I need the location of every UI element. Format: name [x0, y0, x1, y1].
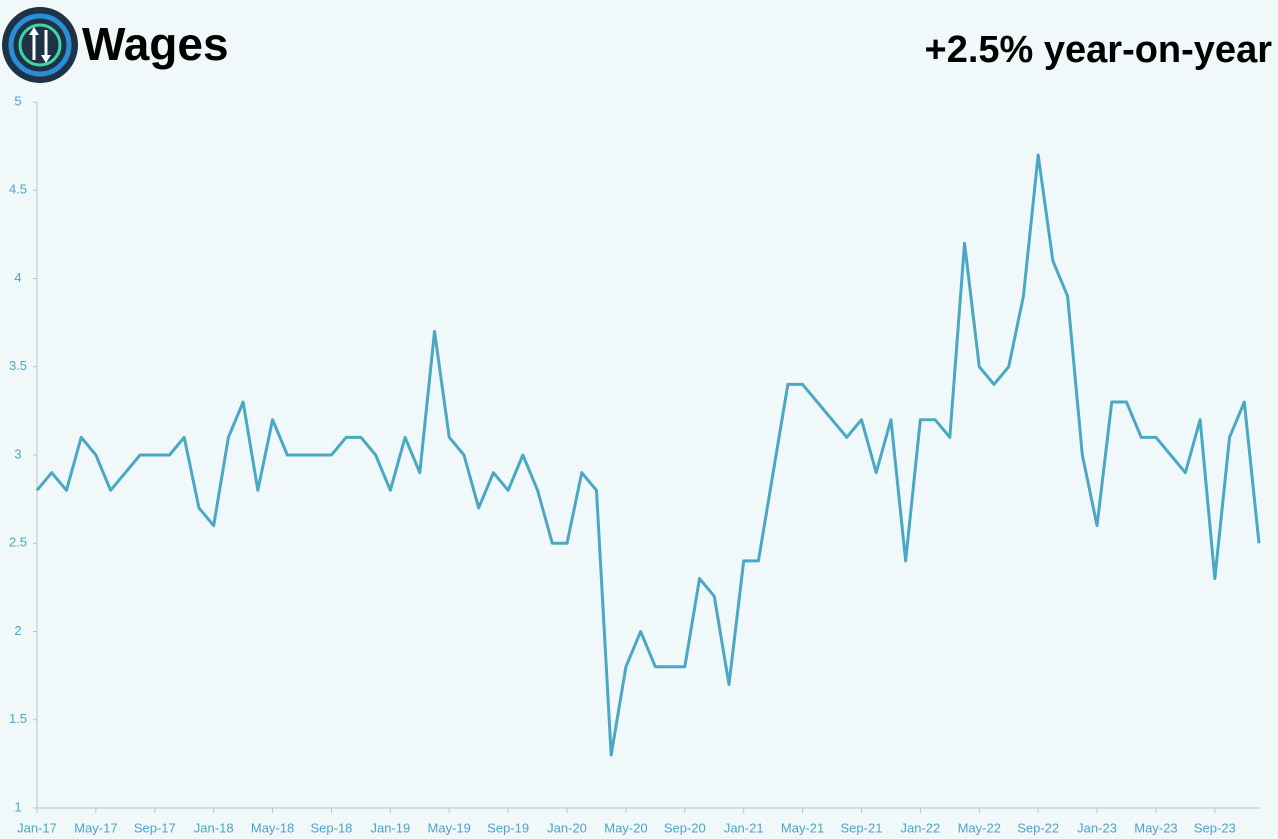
x-tick-label: May-17 [74, 820, 117, 835]
x-tick-label: Sep-18 [310, 820, 352, 835]
x-tick-label: Sep-19 [487, 820, 529, 835]
x-tick-label: Jan-19 [370, 820, 410, 835]
x-tick-label: Jan-23 [1077, 820, 1117, 835]
x-tick-label: Sep-23 [1194, 820, 1236, 835]
data-line [35, 153, 1261, 757]
x-tick-label: Jan-22 [900, 820, 940, 835]
x-tick-label: Sep-20 [664, 820, 706, 835]
x-tick-label: May-18 [251, 820, 294, 835]
y-tick-label: 4.5 [9, 182, 27, 197]
y-tick-label: 3 [14, 446, 21, 461]
x-tick-label: May-21 [781, 820, 824, 835]
x-tick-label: Jan-18 [194, 820, 234, 835]
x-tick-label: May-23 [1134, 820, 1177, 835]
chart-title: Wages [82, 18, 229, 70]
x-tick-label: Sep-21 [841, 820, 883, 835]
y-tick-label: 4 [14, 270, 21, 285]
x-tick-label: Jan-20 [547, 820, 587, 835]
x-tick-label: Sep-17 [134, 820, 176, 835]
y-tick-label: 1 [14, 799, 21, 814]
x-tick-label: May-20 [604, 820, 647, 835]
x-tick-label: May-19 [428, 820, 471, 835]
logo [2, 7, 78, 83]
y-tick-label: 2.5 [9, 535, 27, 550]
x-tick-label: Jan-17 [17, 820, 57, 835]
y-tick-label: 5 [14, 93, 21, 108]
y-tick-label: 3.5 [9, 358, 27, 373]
chart-subtitle: +2.5% year-on-year [925, 29, 1273, 71]
x-tick-label: May-22 [958, 820, 1001, 835]
y-tick-label: 1.5 [9, 711, 27, 726]
x-tick-label: Jan-21 [724, 820, 764, 835]
x-tick-label: Sep-22 [1017, 820, 1059, 835]
y-tick-label: 2 [14, 623, 21, 638]
